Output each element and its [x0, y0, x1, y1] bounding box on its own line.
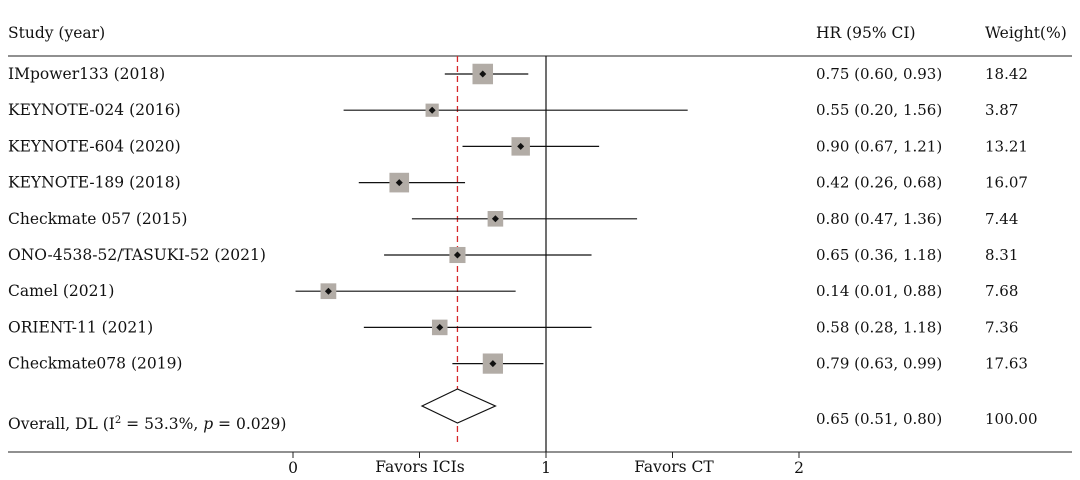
overall-row: Overall, DL (I2 = 53.3%, p = 0.029) 0.65…: [8, 388, 1038, 433]
weight-text: 13.21: [985, 137, 1028, 155]
point-estimate: [489, 360, 497, 368]
study-row: Checkmate 057 (2015) 0.80 (0.47, 1.36) 7.4…: [8, 210, 1018, 228]
x-tick-label: 2: [794, 459, 804, 477]
overall-label: Overall, DL (I2 = 53.3%, p = 0.029): [8, 415, 286, 433]
weight-text: 8.31: [985, 246, 1018, 264]
study-label: Checkmate 057 (2015): [8, 210, 187, 228]
study-row: Camel (2021) 0.14 (0.01, 0.88) 7.68: [8, 282, 1018, 300]
hr-ci-text: 0.79 (0.63, 0.99): [816, 355, 942, 373]
header-weight: Weight(%): [985, 24, 1067, 42]
hr-ci-text: 0.75 (0.60, 0.93): [816, 65, 942, 83]
x-tick-label: 0: [288, 459, 298, 477]
study-label: Checkmate078 (2019): [8, 355, 182, 373]
point-estimate: [479, 70, 487, 78]
x-tick-label: 1: [541, 459, 551, 477]
favors-ct-label: Favors CT: [634, 458, 714, 476]
weight-text: 7.44: [985, 210, 1018, 228]
point-estimate: [517, 142, 525, 150]
study-row: KEYNOTE-604 (2020) 0.90 (0.67, 1.21) 13.21: [8, 137, 1028, 156]
hr-ci-text: 0.55 (0.20, 1.56): [816, 101, 942, 119]
hr-ci-text: 0.80 (0.47, 1.36): [816, 210, 942, 228]
point-estimate: [324, 287, 332, 295]
study-label: KEYNOTE-189 (2018): [8, 174, 181, 192]
hr-ci-text: 0.58 (0.28, 1.18): [816, 318, 942, 336]
overall-hr-text: 0.65 (0.51, 0.80): [816, 410, 942, 428]
hr-ci-text: 0.42 (0.26, 0.68): [816, 174, 942, 192]
study-label: Camel (2021): [8, 282, 114, 300]
overall-weight-text: 100.00: [985, 410, 1038, 428]
study-rows: IMpower133 (2018) 0.75 (0.60, 0.93) 18.42 K…: [8, 63, 1028, 374]
study-label: ONO-4538-52/TASUKI-52 (2021): [8, 246, 266, 264]
study-label: ORIENT-11 (2021): [8, 318, 153, 336]
study-label: KEYNOTE-024 (2016): [8, 101, 181, 119]
hr-ci-text: 0.65 (0.36, 1.18): [816, 246, 942, 264]
hr-ci-text: 0.14 (0.01, 0.88): [816, 282, 942, 300]
study-row: KEYNOTE-024 (2016) 0.55 (0.20, 1.56) 3.87: [8, 101, 1018, 119]
overall-diamond: [420, 388, 497, 424]
weight-text: 7.36: [985, 318, 1018, 336]
point-estimate: [453, 251, 461, 259]
study-row: Checkmate078 (2019) 0.79 (0.63, 0.99) 17.6…: [8, 353, 1028, 374]
favors-icis-label: Favors ICIs: [375, 458, 464, 476]
point-estimate: [428, 106, 436, 114]
study-row: IMpower133 (2018) 0.75 (0.60, 0.93) 18.42: [8, 63, 1028, 85]
x-axis: 0 1 2: [288, 452, 804, 477]
weight-text: 17.63: [985, 355, 1028, 373]
point-estimate: [491, 215, 499, 223]
weight-text: 16.07: [985, 174, 1028, 192]
header-study: Study (year): [8, 24, 105, 42]
header-hr: HR (95% CI): [816, 24, 916, 42]
study-label: IMpower133 (2018): [8, 65, 165, 83]
hr-ci-text: 0.90 (0.67, 1.21): [816, 137, 942, 155]
study-row: ORIENT-11 (2021) 0.58 (0.28, 1.18) 7.36: [8, 318, 1018, 336]
point-estimate: [436, 323, 444, 331]
weight-text: 18.42: [985, 65, 1028, 83]
study-row: ONO-4538-52/TASUKI-52 (2021) 0.65 (0.36, …: [8, 246, 1018, 264]
weight-text: 3.87: [985, 101, 1018, 119]
point-estimate: [395, 179, 403, 187]
study-row: KEYNOTE-189 (2018) 0.42 (0.26, 0.68) 16.07: [8, 172, 1028, 193]
study-label: KEYNOTE-604 (2020): [8, 137, 181, 155]
weight-text: 7.68: [985, 282, 1018, 300]
